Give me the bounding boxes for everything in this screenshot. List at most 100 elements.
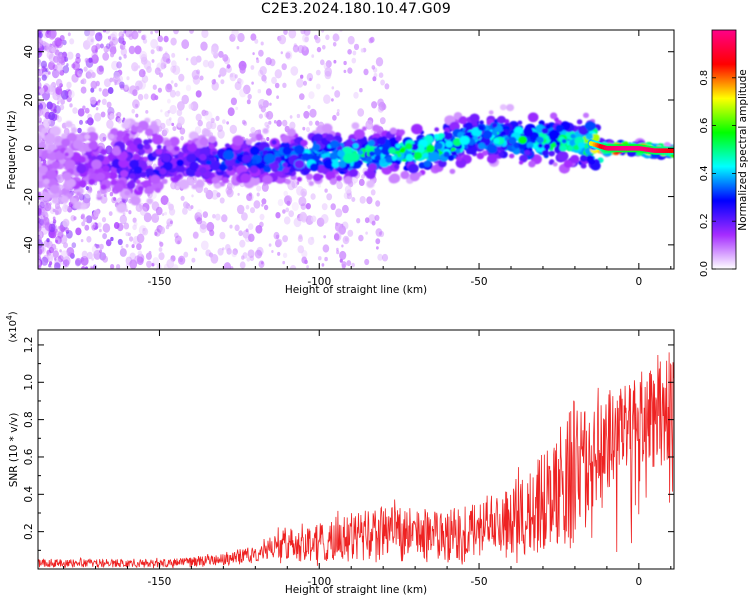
noise-blob [211,79,216,85]
noise-blob [255,225,263,234]
noise-blob [152,257,160,266]
noise-blob [261,203,264,207]
noise-blob [98,99,101,103]
noise-blob [111,31,118,40]
band-blob [342,146,353,156]
noise-blob [135,113,139,118]
band-blob [369,151,375,157]
noise-blob [325,60,332,68]
noise-blob [59,104,65,111]
noise-blob [154,231,158,236]
noise-blob [305,203,311,210]
noise-blob [131,244,135,249]
noise-blob [371,65,376,70]
band-blob [199,137,209,146]
band-blob [78,156,86,163]
noise-blob [238,78,244,86]
noise-blob [178,73,185,82]
noise-blob [86,251,93,260]
band-blob [352,143,359,149]
band-blob [578,126,588,135]
noise-blob [292,44,299,53]
band-blob [388,147,396,154]
noise-blob [85,266,88,269]
noise-blob [142,227,149,236]
noise-blob [359,88,363,93]
noise-blob [239,66,246,74]
noise-blob [297,245,305,254]
band-blob [296,176,302,182]
noise-blob [56,115,63,123]
band-blob [294,159,305,169]
noise-blob [38,254,41,259]
band-blob [45,169,57,180]
noise-blob [330,203,336,211]
noise-blob [380,79,385,86]
band-blob [145,186,154,195]
band-blob [389,127,397,135]
noise-blob [46,254,54,263]
band-blob [395,135,402,142]
band-blob [367,139,375,147]
noise-blob [375,228,383,237]
band-blob [337,150,345,158]
noise-blob [139,50,148,61]
band-blob [312,143,321,151]
noise-blob [360,48,365,53]
noise-blob [236,204,245,215]
noise-blob [358,178,365,186]
noise-blob [88,30,95,37]
noise-blob [236,46,240,50]
noise-blob [321,203,328,211]
noise-blob [234,224,240,232]
noise-blob [45,43,53,53]
noise-blob [176,109,183,117]
band-blob [133,166,143,174]
band-blob [396,153,402,158]
noise-blob [71,242,77,249]
band-blob [188,131,199,141]
band-blob [372,124,381,132]
heatmap-y-tick-label: -40 [23,236,35,253]
noise-blob [38,223,42,232]
noise-blob [299,93,305,100]
noise-blob [276,119,282,127]
band-blob [300,139,308,147]
noise-blob [143,60,152,70]
noise-blob [139,206,148,216]
noise-blob [129,259,138,269]
noise-blob [39,218,47,228]
noise-blob [57,230,64,239]
noise-blob [296,78,304,88]
noise-blob [227,107,235,117]
noise-blob [269,102,272,106]
band-blob [176,159,184,167]
noise-blob [48,223,56,233]
noise-blob [181,94,189,105]
band-blob [130,195,141,206]
noise-blob [229,124,237,134]
noise-blob [141,34,146,41]
noise-blob [229,224,233,229]
noise-blob [142,38,148,44]
band-blob [38,142,46,150]
noise-blob [379,117,386,125]
noise-blob [229,72,237,82]
noise-blob [212,82,215,86]
noise-blob [128,45,136,55]
noise-blob [296,181,300,185]
noise-blob [42,217,50,226]
noise-blob [304,259,308,265]
noise-blob [138,69,146,78]
band-blob [393,164,400,169]
noise-blob [261,74,267,82]
noise-blob [308,120,313,126]
noise-blob [138,79,147,90]
noise-blob [112,36,116,41]
noise-blob [339,30,343,33]
band-blob [583,112,589,119]
band-blob [241,143,248,150]
noise-blob [55,63,63,72]
noise-blob [62,259,70,268]
noise-blob [121,33,125,38]
